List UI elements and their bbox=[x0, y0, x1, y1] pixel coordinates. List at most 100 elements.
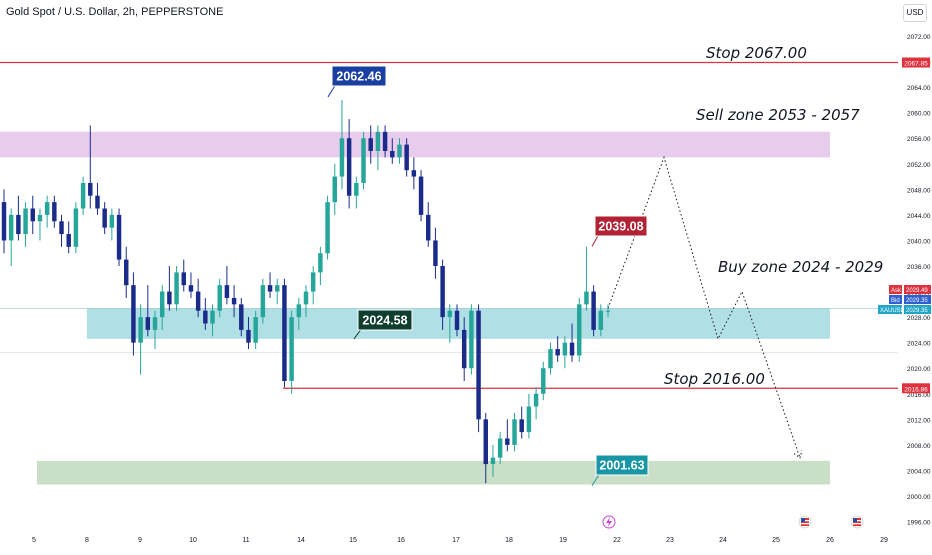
x-tick-label: 25 bbox=[772, 537, 780, 544]
currency-button[interactable]: USD bbox=[903, 4, 927, 22]
zone-sell bbox=[0, 131, 830, 158]
candle-body bbox=[339, 138, 345, 177]
candle bbox=[275, 278, 280, 305]
candle-body bbox=[533, 393, 539, 407]
candle bbox=[497, 432, 503, 465]
candle-body bbox=[203, 310, 208, 324]
y-tick-label: 2024.00 bbox=[907, 341, 931, 348]
candle-body bbox=[37, 214, 43, 222]
candle-body bbox=[138, 317, 143, 343]
candle bbox=[66, 221, 71, 254]
candle-body bbox=[440, 266, 445, 318]
price-callout: 2001.63 bbox=[591, 454, 649, 486]
candle-body bbox=[95, 195, 100, 209]
candle-body bbox=[526, 406, 532, 433]
quote-tag-name: Ask bbox=[891, 288, 902, 294]
candle bbox=[418, 170, 424, 222]
x-tick-label: 9 bbox=[138, 537, 142, 544]
x-tick-label: 24 bbox=[719, 537, 727, 544]
candle-body bbox=[469, 310, 474, 369]
x-tick-label: 18 bbox=[505, 537, 513, 544]
candle-body bbox=[145, 317, 151, 330]
x-tick-label: 11 bbox=[242, 537, 249, 544]
candle bbox=[354, 176, 359, 209]
candle-body bbox=[418, 176, 424, 215]
candle bbox=[483, 412, 488, 484]
candle bbox=[167, 266, 172, 311]
candle-body bbox=[239, 304, 244, 330]
candle-body bbox=[267, 285, 273, 292]
candle-body bbox=[195, 291, 201, 311]
candle-body bbox=[505, 438, 510, 445]
axis-price-tag: 2067.85 bbox=[902, 57, 930, 68]
candle-body bbox=[361, 138, 366, 183]
price-callout: 2062.46 bbox=[327, 65, 387, 98]
candle-body bbox=[519, 419, 524, 433]
candle-body bbox=[260, 285, 266, 318]
candle bbox=[577, 297, 582, 362]
candle-body bbox=[109, 214, 115, 228]
candle bbox=[138, 304, 143, 375]
candle-body bbox=[433, 240, 438, 266]
candle-body bbox=[411, 170, 417, 177]
candle-body bbox=[246, 329, 251, 343]
x-tick-label: 10 bbox=[189, 537, 197, 544]
quote-tag-ask: Ask 2029.49 bbox=[889, 285, 931, 294]
candle-body bbox=[555, 349, 560, 356]
axis-tag-text: 2067.85 bbox=[904, 61, 928, 68]
callout-box bbox=[594, 215, 648, 237]
candle-body bbox=[584, 291, 589, 305]
candle-body bbox=[310, 272, 316, 292]
quote-tag-xauusd: XAUUSD 2029.35 bbox=[878, 305, 931, 314]
candle-body bbox=[605, 310, 611, 312]
price-callout: 2024.58 bbox=[353, 309, 413, 340]
annotation-stop-top: Stop 2067.00 bbox=[706, 44, 807, 62]
candle bbox=[526, 393, 532, 439]
candle-body bbox=[289, 317, 294, 381]
candle-body bbox=[591, 291, 596, 330]
candle-body bbox=[541, 368, 546, 394]
y-tick-label: 2048.00 bbox=[907, 187, 931, 194]
candle bbox=[591, 285, 596, 337]
y-tick-label: 1996.00 bbox=[907, 520, 931, 527]
candle bbox=[505, 419, 510, 452]
candle-body bbox=[224, 285, 230, 298]
callout-text: 2024.58 bbox=[362, 314, 407, 328]
candle bbox=[404, 138, 409, 177]
candle-body bbox=[59, 221, 64, 235]
candle-body bbox=[30, 208, 35, 222]
x-tick-label: 5 bbox=[32, 537, 36, 544]
candle-body bbox=[483, 419, 488, 465]
projection-path bbox=[607, 155, 801, 458]
candle bbox=[433, 227, 438, 279]
candle-body bbox=[598, 310, 604, 330]
candle bbox=[332, 163, 337, 215]
candle-body bbox=[275, 285, 280, 292]
candle bbox=[145, 285, 151, 337]
y-tick-label: 2040.00 bbox=[907, 238, 931, 245]
quote-tag-value: 2029.35 bbox=[906, 298, 928, 304]
candle bbox=[80, 176, 86, 215]
candle bbox=[584, 246, 589, 311]
y-tick-label: 2044.00 bbox=[907, 213, 931, 220]
candle-body bbox=[131, 285, 136, 343]
candle-body bbox=[447, 310, 453, 318]
candle-body bbox=[454, 310, 460, 330]
candle bbox=[361, 131, 366, 190]
candle bbox=[174, 266, 179, 311]
candle bbox=[303, 285, 309, 318]
candle bbox=[282, 278, 287, 388]
candle bbox=[533, 387, 539, 420]
candle-body bbox=[80, 182, 86, 209]
candle bbox=[44, 195, 50, 228]
candle bbox=[469, 304, 474, 375]
candle-body bbox=[354, 182, 359, 196]
candle bbox=[461, 317, 467, 381]
callout-box bbox=[331, 65, 387, 87]
candle-body bbox=[253, 317, 258, 343]
axis-tag-text: 2016.86 bbox=[904, 386, 928, 393]
candle-body bbox=[368, 138, 373, 151]
candle bbox=[52, 195, 57, 228]
